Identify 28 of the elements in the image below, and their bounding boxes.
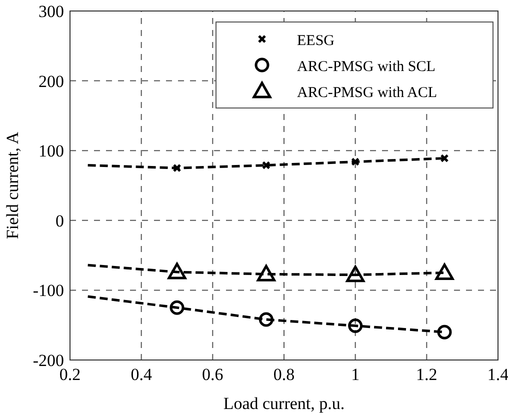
point [346,266,365,282]
x-tick-label: 1.4 [487,365,508,384]
y-tick-label: 200 [38,72,64,91]
point [172,164,182,172]
point [437,324,452,340]
point [262,161,270,170]
point [258,312,274,327]
x-tick-label: 0.8 [273,365,295,384]
legend-label: ARC-PMSG with ACL [297,85,438,101]
x-tick-label: 0.4 [130,365,152,384]
point [170,300,184,315]
point [256,264,276,282]
y-tick-label: 300 [38,2,64,21]
x-tick-label: 1.2 [416,365,438,384]
x-tick-label: 0.6 [202,365,224,384]
y-axis-title: Field current, A [3,131,22,240]
point [440,154,449,163]
y-tick-label: -100 [32,281,64,300]
legend-label: EESG [297,33,335,49]
x-tick-label: 1 [351,365,360,384]
point [435,264,454,280]
x-axis-title: Load current, p.u. [223,394,345,413]
point [351,158,360,166]
y-tick-label: 100 [38,142,64,161]
point [168,262,186,280]
legend-label: ARC-PMSG with SCL [297,59,436,75]
point [348,318,363,334]
y-tick-label: 0 [56,211,64,230]
